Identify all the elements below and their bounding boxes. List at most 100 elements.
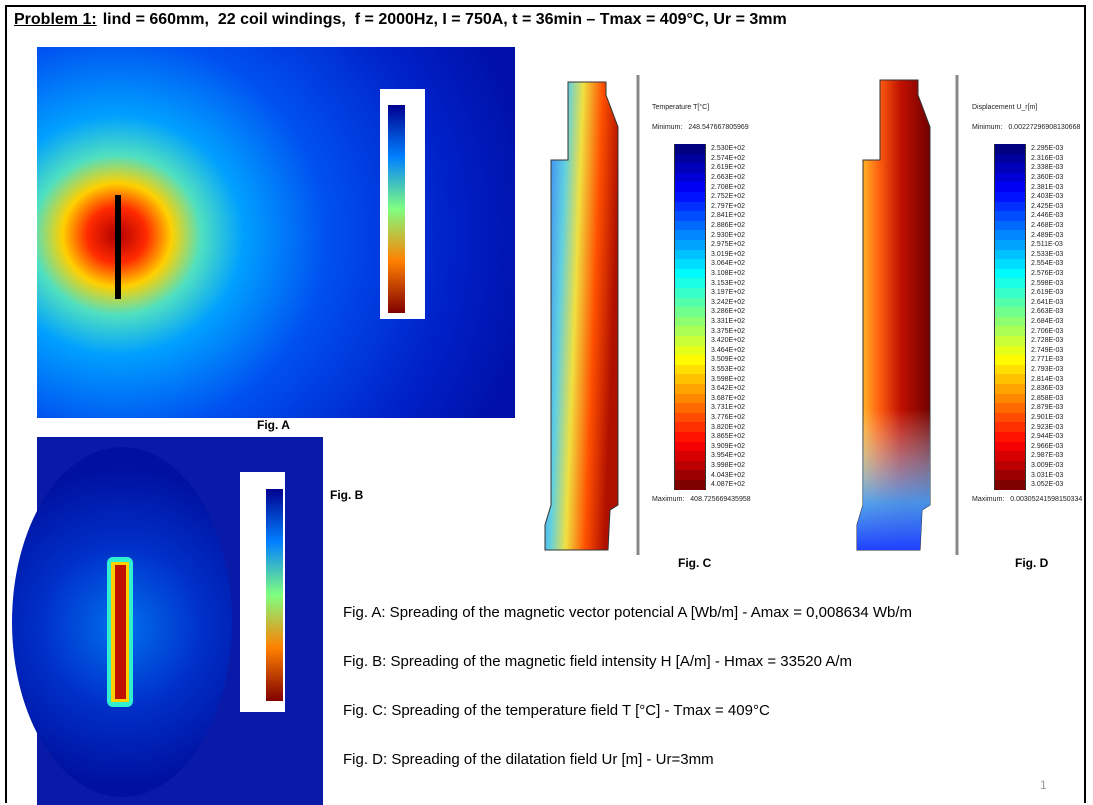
legend-label: 3.553E+02 [711,366,746,374]
legend-label: 2.619E-03 [1031,289,1064,297]
legend-row: 3.031E-03 [994,470,1063,480]
legend-row: 2.752E+02 [674,192,745,202]
legend-row: 2.338E-03 [994,163,1063,173]
legend-row: 2.360E-03 [994,172,1064,183]
legend-swatch [674,153,706,164]
legend-label: 2.295E-03 [1031,145,1064,153]
fig-a-image [37,47,515,418]
legend-label: 3.242E+02 [711,298,746,306]
legend-swatch [994,432,1026,442]
fig-label: Fig. D [1015,556,1049,570]
caption: Fig. A: Spreading of the magnetic vector… [343,604,913,621]
legend-min-label: Minimum: [972,124,1003,131]
legend-label: 3.375E+02 [711,327,746,335]
legend-row: 3.286E+02 [674,307,745,317]
legend-label: 2.901E-03 [1031,414,1064,422]
legend-label: 2.728E-03 [1031,337,1064,345]
legend-title: Temperature T[°C] [652,104,710,111]
legend-min-value: 0.00227296908130668 [1008,124,1081,131]
legend-row: 2.576E-03 [994,268,1063,279]
fig-label: Fig. A [257,418,290,432]
legend-swatch [994,182,1026,192]
legend-label: 2.975E+02 [711,241,746,249]
legend-row: 2.923E-03 [994,422,1063,432]
fig-label: Fig. B [330,488,364,502]
legend-swatch [994,345,1026,356]
legend-row: 2.403E-03 [994,192,1063,202]
legend-swatch [674,249,706,260]
legend-max-value: 0.00305241598150334 [1010,495,1083,503]
legend-label: 2.749E-03 [1031,346,1064,354]
legend-label: 3.509E+02 [711,356,746,364]
legend-swatch [674,336,706,346]
legend-max-label: Maximum: [972,495,1005,503]
legend-swatch [674,480,706,490]
legend-swatch [674,364,706,375]
legend-swatch [994,422,1026,432]
legend-row: 2.836E-03 [994,384,1063,394]
legend-swatch [994,393,1026,404]
legend-swatch [994,470,1026,480]
legend-label: 2.706E-03 [1031,327,1064,335]
legend-swatch [674,211,706,221]
legend-label: 4.087E+02 [711,481,746,489]
legend-row: 2.663E-03 [994,307,1063,317]
legend-row: 3.598E+02 [674,374,745,384]
legend-row: 2.554E-03 [994,259,1063,269]
legend-row: 3.052E-03 [994,480,1063,490]
legend-label: 2.886E+02 [711,222,746,230]
legend-swatch [674,432,706,442]
legend-label: 2.923E-03 [1031,423,1064,431]
legend: Temperature T[°C] Minimum: 248.54766780596… [652,104,772,524]
legend-swatch [994,172,1026,183]
legend-row: 3.509E+02 [674,355,745,365]
legend-row: 3.153E+02 [674,278,745,288]
legend-row: 2.708E+02 [674,182,745,192]
fig-label: Fig. C [678,556,712,570]
legend-label: 2.752E+02 [711,193,746,201]
legend-swatch [674,268,706,279]
legend-swatch [674,230,706,240]
legend-swatch [674,374,706,384]
legend-row: 3.731E+02 [674,403,745,413]
legend-label: 2.360E-03 [1031,174,1064,182]
legend-min: Minimum: 248.547667805969 [652,124,749,131]
slide-title: Problem 1: lind = 660mm, 22 coil windings… [14,11,787,29]
legend-swatch [674,192,706,202]
legend-label: 2.489E-03 [1031,231,1064,239]
legend-swatch [674,422,706,432]
legend-swatch [674,163,706,173]
legend-label: 3.108E+02 [711,270,746,278]
legend-label: 3.598E+02 [711,375,746,383]
legend-row: 2.706E-03 [994,326,1063,336]
legend-label: 3.865E+02 [711,433,746,441]
legend-swatch [994,480,1026,490]
legend-row: 3.954E+02 [674,451,745,461]
legend-swatch [994,259,1026,269]
legend-label: 2.836E-03 [1031,385,1064,393]
legend-row: 3.642E+02 [674,384,745,394]
legend-row: 2.886E+02 [674,220,746,231]
legend-label: 3.776E+02 [711,414,746,422]
legend-swatch [994,201,1026,212]
legend-swatch [994,355,1026,365]
legend-row: 2.425E-03 [994,201,1063,212]
legend-label: 2.338E-03 [1031,164,1064,172]
legend-row: 2.901E-03 [994,412,1064,423]
legend-swatch [994,220,1026,231]
legend-swatch [674,412,706,423]
legend-label: 2.930E+02 [711,231,746,239]
legend-row: 2.944E-03 [994,432,1063,442]
legend-row: 2.858E-03 [994,393,1063,404]
legend-row: 2.598E-03 [994,278,1063,288]
legend-swatch [674,355,706,365]
legend-label: 3.009E-03 [1031,462,1064,470]
legend-swatch [994,211,1026,221]
legend-row: 3.998E+02 [674,460,745,471]
legend-swatch [994,268,1026,279]
legend-swatch [994,240,1026,250]
legend-label: 4.043E+02 [711,471,746,479]
legend-row: 3.909E+02 [674,441,745,452]
legend-row: 3.242E+02 [674,297,746,308]
